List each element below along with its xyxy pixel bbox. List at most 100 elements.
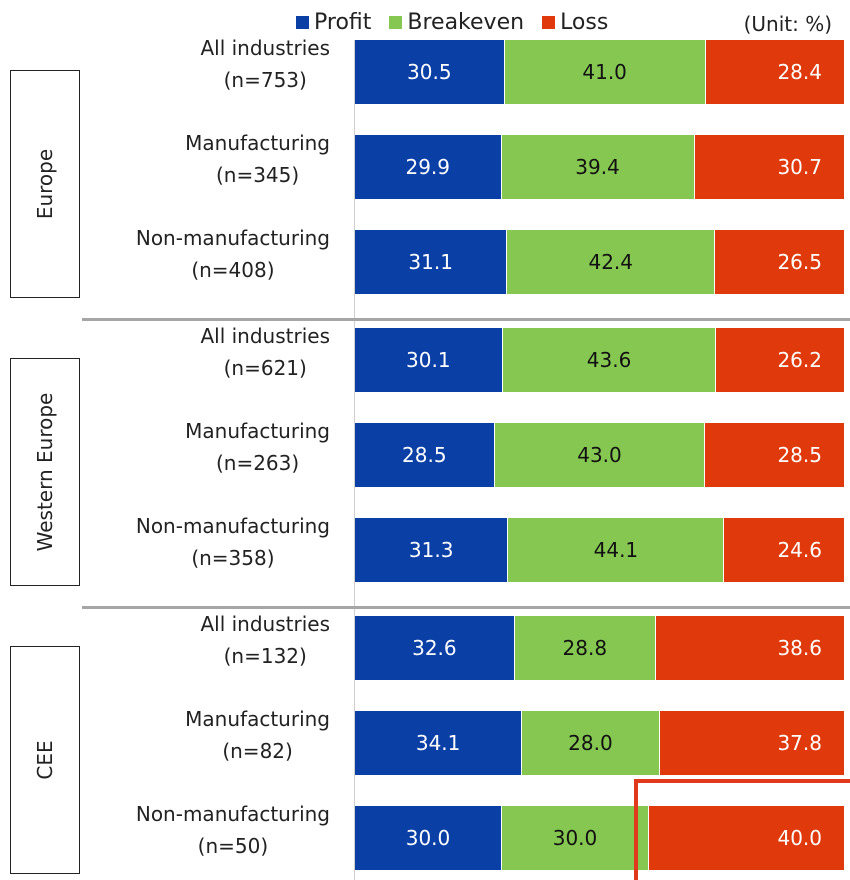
row-label-n: (n=345) — [215, 163, 300, 187]
legend-label-loss: Loss — [560, 10, 609, 35]
bar-segment-breakeven: 44.1 — [508, 518, 725, 582]
row-label-name: All industries — [200, 324, 330, 348]
bar-segment-loss: 40.0 — [649, 806, 845, 870]
row-label-europe-all-industries: All industries (n=753) — [200, 32, 330, 96]
row-label-name: Non-manufacturing — [135, 802, 330, 826]
row-label-n: (n=263) — [215, 451, 300, 475]
bar-segment-profit: 30.1 — [355, 328, 503, 392]
group-label-western-europe: Western Europe — [33, 392, 57, 552]
row-label-name: Manufacturing — [185, 131, 330, 155]
bar-segment-profit: 30.0 — [355, 806, 502, 870]
data-label: 31.3 — [408, 538, 454, 562]
data-label: 43.0 — [577, 443, 622, 467]
legend: Profit Breakeven Loss — [296, 10, 626, 35]
row-label-cee-non-manufacturing: Non-manufacturing (n=50) — [136, 798, 330, 862]
legend-swatch-breakeven — [389, 16, 403, 29]
row-label-name: Non-manufacturing — [135, 514, 330, 538]
data-label: 39.4 — [575, 155, 620, 179]
row-label-n: (n=82) — [222, 739, 293, 763]
data-label: 38.6 — [777, 636, 822, 660]
group-separator — [82, 318, 850, 321]
data-label: 26.2 — [777, 348, 822, 372]
row-label-n: (n=753) — [223, 68, 307, 92]
legend-label-profit: Profit — [314, 10, 372, 35]
bar-segment-loss: 37.8 — [659, 711, 845, 775]
row-label-europe-non-manufacturing: Non-manufacturing (n=408) — [136, 222, 330, 286]
data-label: 28.4 — [777, 60, 822, 84]
data-label: 30.0 — [405, 826, 451, 850]
row-label-western-europe-non-manufacturing: Non-manufacturing (n=358) — [136, 510, 330, 574]
bar-segment-breakeven: 42.4 — [507, 230, 716, 294]
data-label: 41.0 — [582, 60, 627, 84]
bar-segment-loss: 28.5 — [705, 423, 845, 487]
bar-segment-loss: 26.5 — [715, 230, 845, 294]
row-label-cee-all-industries: All industries (n=132) — [200, 608, 330, 672]
y-axis-line — [354, 40, 355, 880]
legend-swatch-loss — [542, 16, 556, 29]
bar-segment-breakeven: 39.4 — [501, 135, 695, 199]
bar-segment-profit: 31.1 — [355, 230, 508, 294]
data-label: 26.5 — [777, 250, 822, 274]
bar-segment-breakeven: 28.8 — [514, 616, 656, 680]
row-label-western-europe-all-industries: All industries (n=621) — [200, 320, 330, 384]
row-label-n: (n=358) — [191, 546, 275, 570]
legend-item-breakeven: Breakeven — [389, 10, 524, 35]
group-label-cee: CEE — [33, 740, 57, 780]
row-label-europe-manufacturing: Manufacturing (n=345) — [185, 127, 330, 191]
bar-segment-profit: 32.6 — [355, 616, 515, 680]
data-label: 34.1 — [415, 731, 461, 755]
bar-segment-loss: 30.7 — [694, 135, 845, 199]
bar-segment-loss: 26.2 — [716, 328, 845, 392]
row-label-cee-manufacturing: Manufacturing (n=82) — [185, 703, 330, 767]
data-label: 32.6 — [412, 636, 457, 660]
data-label: 30.0 — [552, 826, 598, 850]
row-label-n: (n=50) — [197, 834, 269, 858]
bar-segment-breakeven: 28.0 — [522, 711, 660, 775]
bar-segment-profit: 28.5 — [355, 423, 495, 487]
bar-segment-profit: 29.9 — [355, 135, 502, 199]
group-box-western-europe: Western Europe — [10, 358, 80, 586]
bar-segment-loss: 38.6 — [655, 616, 845, 680]
row-label-name: All industries — [200, 612, 330, 636]
row-label-name: Manufacturing — [185, 707, 330, 731]
bar-segment-breakeven: 43.0 — [494, 423, 706, 487]
data-label: 28.5 — [777, 443, 822, 467]
data-label: 40.0 — [777, 826, 822, 850]
legend-item-loss: Loss — [542, 10, 608, 35]
bar-segment-profit: 34.1 — [355, 711, 523, 775]
bar-segment-profit: 30.5 — [355, 40, 505, 104]
group-separator — [82, 606, 850, 609]
bar-segment-breakeven: 30.0 — [502, 806, 649, 870]
data-label: 30.1 — [406, 348, 451, 372]
row-label-name: Manufacturing — [185, 419, 330, 443]
unit-label: (Unit: %) — [743, 12, 832, 36]
highlight-box — [634, 779, 850, 880]
data-label: 28.8 — [562, 636, 608, 660]
row-label-n: (n=408) — [191, 258, 275, 282]
bar-segment-loss: 24.6 — [724, 518, 845, 582]
data-label: 24.6 — [777, 538, 822, 562]
row-label-name: All industries — [200, 36, 330, 60]
group-label-europe: Europe — [33, 148, 57, 220]
bar-segment-breakeven: 41.0 — [504, 40, 706, 104]
row-label-name: Non-manufacturing — [135, 226, 330, 250]
data-label: 43.6 — [586, 348, 632, 372]
data-label: 37.8 — [777, 731, 822, 755]
data-label: 28.5 — [402, 443, 447, 467]
legend-label-breakeven: Breakeven — [407, 10, 525, 35]
row-label-n: (n=132) — [223, 644, 307, 668]
data-label: 30.5 — [407, 60, 452, 84]
data-label: 28.0 — [568, 731, 613, 755]
legend-swatch-profit — [296, 16, 309, 29]
bar-segment-breakeven: 43.6 — [502, 328, 717, 392]
data-label: 31.1 — [408, 250, 453, 274]
data-label: 29.9 — [405, 155, 451, 179]
row-label-n: (n=621) — [223, 356, 307, 380]
data-label: 30.7 — [777, 155, 822, 179]
row-label-western-europe-manufacturing: Manufacturing (n=263) — [185, 415, 330, 479]
data-label: 44.1 — [593, 538, 639, 562]
bar-segment-loss: 28.4 — [705, 40, 845, 104]
legend-item-profit: Profit — [296, 10, 371, 35]
group-box-cee: CEE — [10, 646, 80, 874]
